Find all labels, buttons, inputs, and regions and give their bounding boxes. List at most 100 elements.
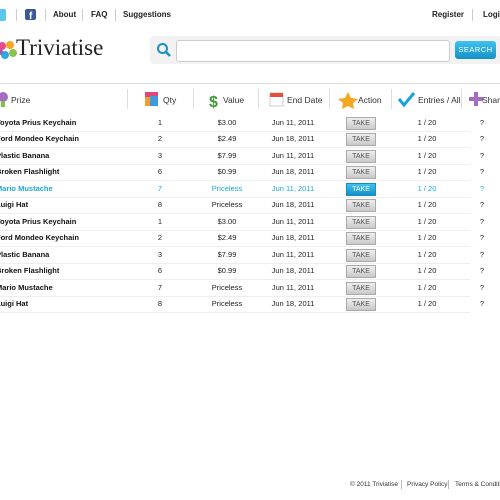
prize-name: Ford Mondeo Keychain	[0, 233, 79, 243]
cell: $3.00	[217, 118, 237, 127]
twitter-icon[interactable]	[0, 9, 8, 21]
cell[interactable]: ?	[479, 183, 485, 193]
prize-name: Luigi Hat	[0, 200, 29, 210]
cell: Jun 11, 2011	[271, 183, 315, 193]
prize-name: Plastic Banana	[0, 150, 50, 160]
cell: 1 / 20	[417, 282, 437, 292]
table-row: Mario Mustache 7 Priceless Jun 11, 2011 TAKE…	[0, 181, 484, 198]
cell: Jun 18, 2011	[271, 167, 315, 177]
cell: $2.49	[217, 233, 237, 243]
search-input[interactable]	[176, 40, 450, 62]
column-header: Share	[482, 95, 500, 105]
cell: 2	[157, 233, 163, 243]
search-button[interactable]: SEARCH	[455, 41, 496, 59]
nav-link[interactable]: About	[53, 10, 77, 19]
take-button[interactable]: TAKE	[346, 182, 376, 196]
column-icons: $	[0, 92, 483, 111]
take-button[interactable]: TAKE	[346, 117, 376, 130]
cell: 1 / 20	[417, 216, 437, 226]
table-row: Broken Flashlight 6 $0.99 Jun 18, 2011 TAKE 1…	[0, 164, 484, 182]
prize-name: Toyota Prius Keychain	[0, 216, 77, 226]
svg-text:f: f	[29, 11, 33, 21]
column-header: Action	[358, 95, 382, 105]
table-row: Ford Mondeo Keychain 2 $2.49 Jun 18, 2011 TA…	[0, 131, 484, 149]
cell[interactable]: ?	[479, 233, 485, 243]
table-row: Ford Mondeo Keychain 2 $2.49 Jun 18, 2011 TA…	[0, 230, 484, 248]
cell: 1 / 20	[417, 200, 437, 210]
logo-icon	[0, 41, 17, 59]
cell: 7	[157, 282, 163, 292]
cell[interactable]: ?	[479, 200, 485, 210]
cell: Priceless	[211, 298, 243, 308]
cell: Jun 18, 2011	[271, 266, 315, 276]
cell: 1 / 20	[417, 118, 437, 127]
cell[interactable]: ?	[479, 118, 485, 127]
cell[interactable]: ?	[479, 298, 485, 308]
take-button[interactable]: TAKE	[346, 166, 376, 180]
cell: 1 / 20	[417, 249, 437, 259]
table-row: Plastic Banana 3 $7.99 Jun 11, 2011 TAKE 1 / …	[0, 148, 484, 165]
facebook-icon[interactable]: f	[25, 9, 37, 21]
footer-link[interactable]: Privacy Policy	[407, 481, 448, 488]
auth-link[interactable]: Login	[483, 10, 500, 19]
column-header: Entries / All	[418, 95, 461, 105]
cell: Priceless	[211, 282, 243, 292]
cell: $2.49	[217, 134, 237, 144]
table-row: Toyota Prius Keychain 1 $3.00 Jun 11, 2011 T…	[0, 214, 484, 231]
cell: Jun 11, 2011	[271, 150, 315, 160]
take-button[interactable]: TAKE	[346, 133, 376, 147]
logo[interactable]: Triviatise	[16, 35, 104, 60]
cell[interactable]: ?	[479, 150, 485, 160]
column-header: End Date	[287, 95, 323, 105]
cell: 1 / 20	[417, 298, 437, 308]
cell: Priceless	[211, 183, 243, 193]
nav-link[interactable]: FAQ	[91, 10, 108, 19]
cell: Jun 18, 2011	[271, 298, 315, 308]
cell: 1 / 20	[417, 233, 437, 243]
take-button[interactable]: TAKE	[346, 149, 376, 163]
divider	[0, 83, 500, 84]
cell[interactable]: ?	[479, 282, 485, 292]
nav-link[interactable]: Suggestions	[123, 10, 172, 19]
cell: $0.99	[217, 266, 237, 276]
footer-link: © 2011 Triviatise	[350, 481, 399, 488]
prize-name: Broken Flashlight	[0, 167, 60, 177]
svg-text:$: $	[209, 94, 218, 111]
cell[interactable]: ?	[479, 216, 485, 226]
cell[interactable]: ?	[479, 134, 485, 144]
auth-link[interactable]: Register	[432, 10, 465, 19]
cell: Jun 11, 2011	[271, 249, 315, 259]
table-row: Plastic Banana 3 $7.99 Jun 11, 2011 TAKE 1 / …	[0, 247, 484, 264]
cell: Jun 11, 2011	[271, 216, 315, 226]
prize-name: Mario Mustache	[0, 282, 53, 292]
footer-link[interactable]: Terms & Conditions	[455, 481, 500, 488]
prize-name: Plastic Banana	[0, 249, 50, 259]
cell: Priceless	[211, 200, 243, 210]
cell: 1 / 20	[417, 266, 437, 276]
table-row: Luigi Hat 8 Priceless Jun 18, 2011 TAKE 1 / 2…	[0, 296, 484, 313]
cell: Jun 11, 2011	[271, 118, 315, 127]
cell: 2	[157, 134, 163, 144]
cell[interactable]: ?	[479, 266, 485, 276]
take-button[interactable]: TAKE	[346, 297, 376, 311]
cell: 1 / 20	[417, 134, 437, 144]
cell: 6	[157, 266, 163, 276]
cell: Jun 18, 2011	[271, 233, 315, 243]
take-button[interactable]: TAKE	[346, 232, 376, 246]
cell[interactable]: ?	[479, 167, 485, 177]
cell: Jun 11, 2011	[271, 282, 315, 292]
column-header: Qty	[163, 95, 177, 105]
cell: $3.00	[217, 216, 237, 226]
column-header: Value	[223, 95, 245, 105]
take-button[interactable]: TAKE	[346, 248, 376, 262]
cell: 3	[157, 249, 163, 259]
cell: 1 / 20	[417, 150, 437, 160]
take-button[interactable]: TAKE	[346, 265, 376, 279]
take-button[interactable]: TAKE	[346, 281, 376, 295]
take-button[interactable]: TAKE	[346, 199, 376, 213]
cell[interactable]: ?	[479, 249, 485, 259]
cell: 1 / 20	[417, 167, 437, 177]
cell: 1	[157, 216, 163, 226]
take-button[interactable]: TAKE	[346, 215, 376, 229]
